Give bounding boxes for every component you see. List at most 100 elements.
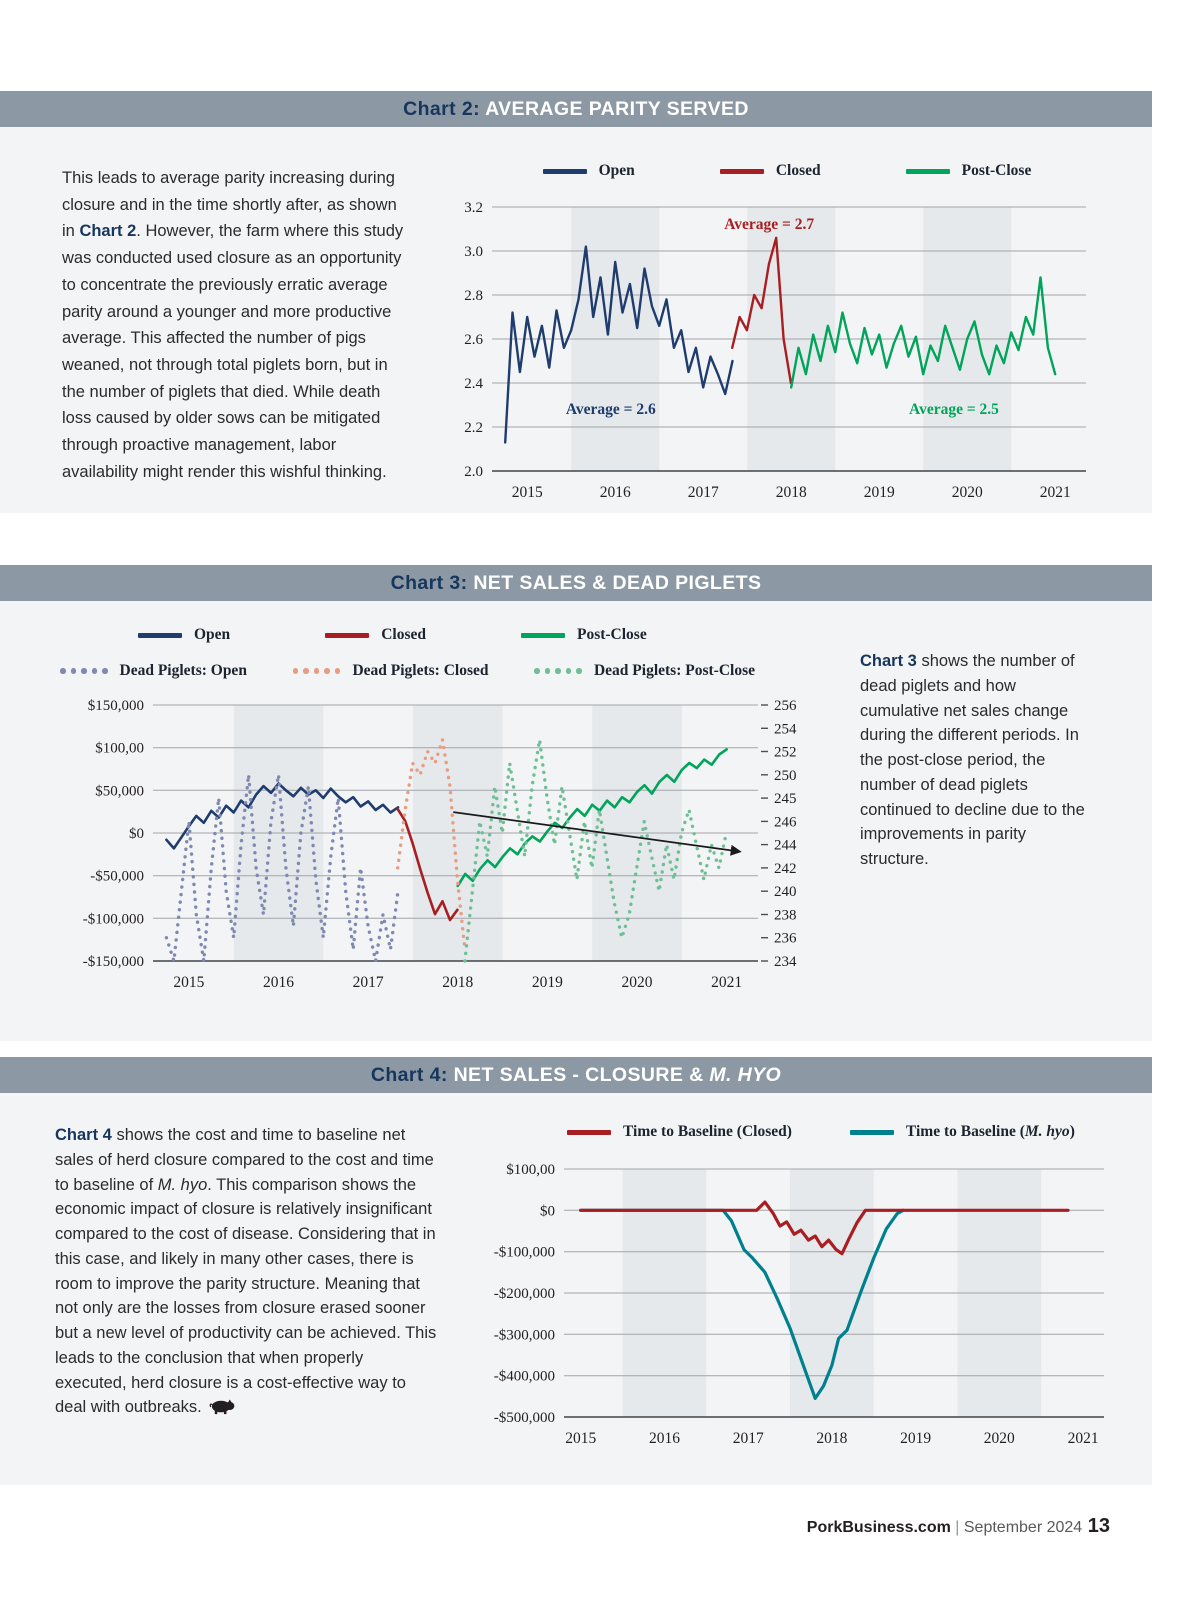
legend-item: Open xyxy=(138,626,230,644)
svg-text:2015: 2015 xyxy=(565,1430,596,1447)
chart4-text: Chart 4 shows the cost and time to basel… xyxy=(55,1126,437,1417)
svg-text:2.0: 2.0 xyxy=(464,464,483,480)
svg-text:252: 252 xyxy=(774,745,797,761)
legend-line-swatch xyxy=(520,632,565,638)
svg-text:242: 242 xyxy=(774,861,797,877)
svg-text:234: 234 xyxy=(774,954,797,970)
legend-line-swatch xyxy=(849,1129,894,1135)
section-gap xyxy=(0,1041,1200,1057)
svg-text:2020: 2020 xyxy=(984,1430,1015,1447)
legend-item: Time to Baseline (M. hyo) xyxy=(849,1123,1075,1141)
legend-dotted-swatch xyxy=(534,668,582,674)
svg-text:2015: 2015 xyxy=(512,484,543,501)
legend-label: Post-Close xyxy=(576,626,647,643)
svg-text:-$200,000: -$200,000 xyxy=(494,1286,555,1302)
svg-text:2017: 2017 xyxy=(353,974,384,991)
pig-icon xyxy=(209,1399,235,1415)
legend-label: Closed xyxy=(775,162,821,179)
chart4-header-bar: Chart 4: NET SALES - CLOSURE & M. HYO xyxy=(0,1057,1152,1093)
legend-item: Post-Close xyxy=(520,626,647,644)
svg-text:-$400,000: -$400,000 xyxy=(494,1369,555,1385)
svg-text:254: 254 xyxy=(774,721,797,737)
chart2-section: This leads to average parity increasing … xyxy=(0,127,1152,513)
svg-text:$150,000: $150,000 xyxy=(88,698,144,714)
svg-text:2016: 2016 xyxy=(600,484,631,501)
legend-label: Open xyxy=(598,162,635,179)
svg-text:2021: 2021 xyxy=(711,974,742,991)
legend-label: Dead Piglets: Open xyxy=(119,662,247,679)
svg-text:-$300,000: -$300,000 xyxy=(494,1327,555,1343)
chart2-legend: Open Closed Post-Close xyxy=(472,157,1102,185)
svg-text:-$500,000: -$500,000 xyxy=(494,1410,555,1426)
svg-text:3.0: 3.0 xyxy=(464,244,483,260)
svg-text:2020: 2020 xyxy=(952,484,983,501)
svg-text:$0: $0 xyxy=(540,1203,555,1219)
svg-text:240: 240 xyxy=(774,884,797,900)
chart2-paragraph: This leads to average parity increasing … xyxy=(62,169,404,481)
legend-line-swatch xyxy=(905,168,950,174)
svg-text:2.6: 2.6 xyxy=(464,332,483,348)
chart3-chart-area: Open Closed Post-Close Dead Piglets: Open D… xyxy=(58,623,836,1041)
svg-text:2.2: 2.2 xyxy=(464,420,483,436)
svg-text:-$50,000: -$50,000 xyxy=(90,869,144,885)
svg-text:$0: $0 xyxy=(129,826,144,842)
section-gap xyxy=(0,513,1200,565)
svg-text:$100,00: $100,00 xyxy=(95,741,144,757)
legend-line-swatch xyxy=(138,632,182,638)
legend-item: Closed xyxy=(325,626,426,644)
chart3-legend-solid: Open Closed Post-Close xyxy=(138,623,836,647)
svg-text:244: 244 xyxy=(774,838,797,854)
chart3-legend-dots: Dead Piglets: Open Dead Piglets: Closed De… xyxy=(60,659,836,683)
legend-label: Closed xyxy=(381,626,426,643)
svg-text:-$100,000: -$100,000 xyxy=(83,911,144,927)
svg-text:3.2: 3.2 xyxy=(464,200,483,216)
page-footer: PorkBusiness.com | September 2024 13 xyxy=(806,1515,1110,1537)
legend-label: Time to Baseline (M. hyo) xyxy=(905,1123,1075,1140)
svg-text:Average = 2.6: Average = 2.6 xyxy=(566,401,656,418)
svg-text:2020: 2020 xyxy=(622,974,653,991)
chart4-chart-area: Time to Baseline (Closed) Time to Baselin… xyxy=(469,1117,1119,1485)
svg-text:2018: 2018 xyxy=(776,484,807,501)
svg-text:2019: 2019 xyxy=(900,1430,931,1447)
chart3-plot: $150,000 $100,00 $50,000 $0 -$50,000 -$100,00… xyxy=(83,698,797,991)
svg-text:-$150,000: -$150,000 xyxy=(83,954,144,970)
svg-text:2.8: 2.8 xyxy=(464,288,483,304)
svg-text:2019: 2019 xyxy=(532,974,563,991)
svg-text:-$100,000: -$100,000 xyxy=(494,1245,555,1261)
legend-item: Post-Close xyxy=(905,162,1031,180)
legend-dotted-swatch xyxy=(60,668,108,674)
chart3-caption: Chart 3 shows the number of dead piglets… xyxy=(860,652,1085,868)
chart2-plot: 3.2 3.0 2.8 2.6 2.4 2.2 2.0 2015 2016 2017 2018 201… xyxy=(464,200,1086,501)
legend-line-swatch xyxy=(542,168,587,174)
chart4-paragraph: Chart 4 shows the cost and time to basel… xyxy=(55,1123,439,1485)
svg-text:2021: 2021 xyxy=(1068,1430,1099,1447)
chart4-legend: Time to Baseline (Closed) Time to Baselin… xyxy=(567,1119,1119,1145)
chart3-header-bar: Chart 3: NET SALES & DEAD PIGLETS xyxy=(0,565,1152,601)
chart3-title: Chart 3: NET SALES & DEAD PIGLETS xyxy=(390,571,762,594)
svg-text:2019: 2019 xyxy=(864,484,895,501)
svg-text:2018: 2018 xyxy=(816,1430,847,1447)
svg-text:238: 238 xyxy=(774,908,797,924)
svg-text:$50,000: $50,000 xyxy=(95,783,144,799)
svg-text:236: 236 xyxy=(774,931,797,947)
legend-line-swatch xyxy=(567,1129,611,1135)
legend-dotted-swatch xyxy=(292,668,341,674)
legend-item: Dead Piglets: Post-Close xyxy=(534,662,755,680)
svg-text:2018: 2018 xyxy=(442,974,473,991)
top-margin xyxy=(0,0,1200,91)
chart4-title: Chart 4: NET SALES - CLOSURE & M. HYO xyxy=(370,1063,782,1086)
legend-label: Open xyxy=(194,626,231,643)
legend-item: Dead Piglets: Closed xyxy=(292,662,488,680)
legend-item: Open xyxy=(542,162,635,180)
chart4-plot: $100,00 $0 -$100,000 -$200,000 -$300,000 -$40… xyxy=(494,1162,1104,1447)
legend-item: Dead Piglets: Open xyxy=(60,662,247,680)
svg-text:$100,00: $100,00 xyxy=(506,1162,555,1178)
legend-label: Time to Baseline (Closed) xyxy=(623,1123,792,1140)
svg-text:2.4: 2.4 xyxy=(464,376,483,392)
svg-text:250: 250 xyxy=(774,768,797,784)
legend-line-swatch xyxy=(325,632,370,638)
svg-text:Average = 2.7: Average = 2.7 xyxy=(724,216,814,233)
svg-text:2017: 2017 xyxy=(688,484,719,501)
chart2-title: Chart 2: AVERAGE PARITY SERVED xyxy=(403,97,749,120)
